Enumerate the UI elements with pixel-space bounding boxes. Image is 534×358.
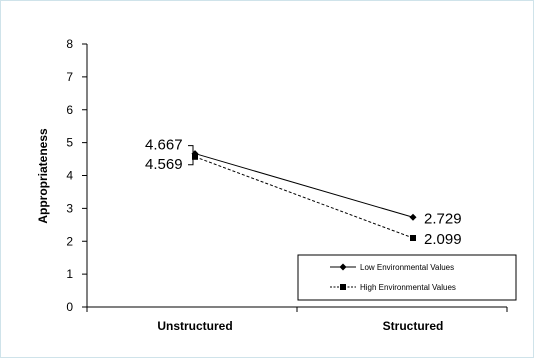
data-labels: 4.667 4.569 2.729 2.099 [145, 137, 462, 248]
chart-axes [82, 43, 508, 312]
square-marker [192, 153, 198, 160]
square-marker [340, 284, 346, 290]
series-line [194, 153, 414, 218]
y-tick-label: 5 [66, 136, 73, 150]
series-line [194, 156, 414, 239]
legend-box [297, 254, 517, 301]
y-tick-label: 3 [66, 201, 73, 215]
series-low-environmental-values [191, 150, 417, 221]
y-axis-label: Appropriateness [36, 128, 50, 224]
y-tick-labels: 0 1 2 3 4 5 6 7 8 [66, 37, 73, 314]
x-category-label: Unstructured [157, 319, 232, 333]
legend-label: Low Environmental Values [360, 263, 454, 272]
data-label: 4.569 [145, 156, 183, 173]
chart-series: 4.667 4.569 2.729 2.099 [145, 137, 462, 248]
x-category-labels: Unstructured Structured [157, 319, 443, 333]
x-category-label: Structured [383, 319, 444, 333]
legend-label: High Environmental Values [360, 283, 456, 292]
series-high-environmental-values [192, 153, 416, 241]
diamond-marker [339, 263, 347, 271]
diamond-marker [409, 213, 417, 221]
y-tick-label: 2 [66, 234, 73, 248]
label-leader [188, 145, 194, 154]
square-marker [410, 234, 416, 241]
y-tick-label: 4 [66, 169, 73, 183]
y-tick-label: 1 [66, 267, 73, 281]
y-tick-label: 0 [66, 300, 73, 314]
data-label: 2.729 [424, 210, 462, 227]
data-label: 4.667 [145, 137, 183, 154]
y-tick-label: 8 [66, 37, 73, 51]
chart-legend: Low Environmental Values High Environment… [297, 254, 517, 301]
label-leader [188, 158, 194, 166]
y-tick-label: 7 [66, 70, 73, 84]
y-tick-label: 6 [66, 103, 73, 117]
data-label: 2.099 [424, 231, 462, 248]
